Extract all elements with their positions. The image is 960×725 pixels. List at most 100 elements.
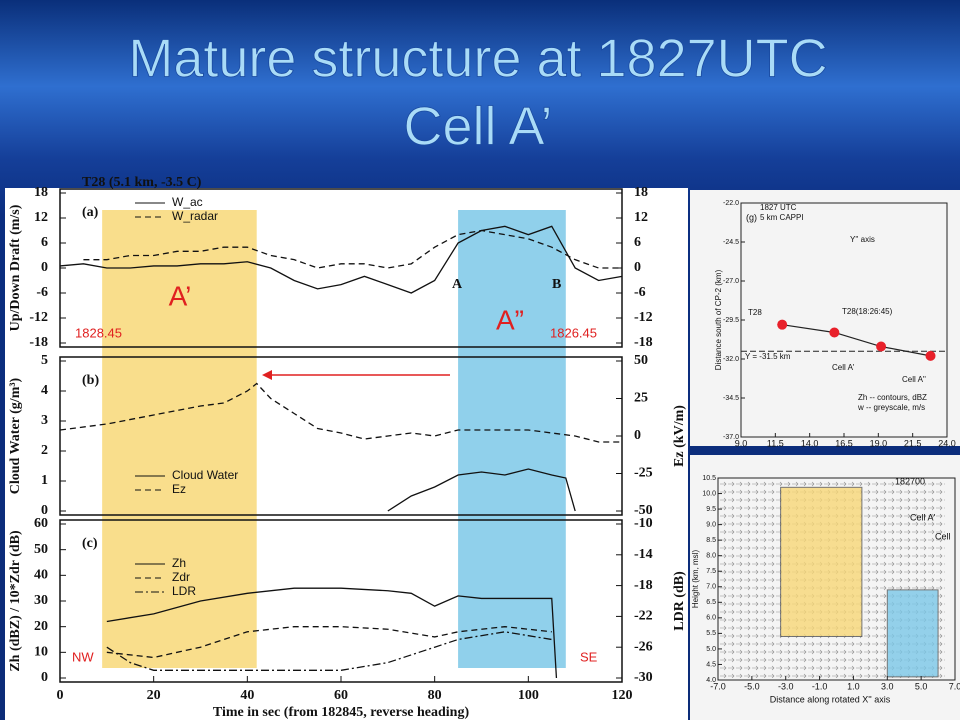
y2-tick-label: 6: [634, 235, 641, 250]
panel-label: (a): [82, 205, 99, 220]
region-highlight: [780, 486, 863, 637]
highlight-label: A’: [169, 280, 192, 311]
x-tick-label: 21.5: [904, 438, 922, 448]
y-tick-label: -32.0: [723, 356, 739, 363]
y-tick-label: 4.0: [706, 677, 716, 684]
x-tick-label: -1.0: [812, 681, 828, 691]
region-highlight: [886, 589, 939, 678]
legend-label: W_radar: [172, 209, 218, 223]
figure-frame: [717, 477, 956, 681]
legend-label: Ez: [172, 482, 186, 496]
y-tick-label: 20: [34, 619, 48, 634]
figure-text: Zh -- contours, dBZ: [858, 393, 927, 402]
figure-text: Cell A': [910, 512, 936, 522]
figure-text: T28(18:26:45): [842, 307, 893, 316]
y-axis-label: Zh (dBZ) / 10*Zdr (dB): [8, 530, 23, 672]
y-tick-label: 9.0: [706, 521, 716, 528]
panel-label: (g): [746, 212, 757, 222]
x-tick-label: -3.0: [778, 681, 794, 691]
figure-text: Y'' axis: [850, 235, 875, 244]
y-tick-label: -29.5: [723, 317, 739, 324]
y-tick-label: 0: [41, 503, 48, 518]
y2-tick-label: -22: [634, 609, 653, 624]
y2-tick-label: 12: [634, 210, 648, 225]
x-tick-label: 16.5: [835, 438, 853, 448]
y-tick-label: 18: [34, 185, 48, 200]
figure-text: 182700: [895, 476, 925, 486]
y-tick-label: 1: [41, 473, 48, 488]
x-tick-label: 100: [518, 688, 539, 703]
legend-label: Zh: [172, 556, 186, 570]
y-tick-label: 7.0: [706, 584, 716, 591]
annotation: B: [552, 277, 561, 292]
x-tick-label: 120: [612, 688, 633, 703]
legend-label: Cloud Water: [172, 468, 238, 482]
y-tick-label: 10.5: [702, 475, 716, 482]
y2-tick-label: 25: [634, 391, 648, 406]
y-tick-label: -24.5: [723, 239, 739, 246]
y-axis-label: Up/Down Draft (m/s): [8, 204, 23, 331]
y-tick-label: 0: [41, 260, 48, 275]
y-tick-label: 12: [34, 210, 48, 225]
y2-tick-label: 50: [634, 353, 648, 368]
y-tick-label: 4: [41, 383, 48, 398]
y-tick-label: -18: [29, 335, 48, 350]
y-tick-label: 8.5: [706, 537, 716, 544]
panel-label: (b): [82, 373, 99, 388]
y-tick-label: 10.0: [702, 490, 716, 497]
annotation: A: [452, 277, 463, 292]
y-tick-label: 2: [41, 443, 48, 458]
figure-text: 5 km CAPPI: [760, 213, 804, 222]
y-tick-label: 50: [34, 542, 48, 557]
y-tick-label: -27.0: [723, 278, 739, 285]
track-point: [876, 341, 887, 352]
legend-label: LDR: [172, 584, 196, 598]
x-tick-label: 0: [57, 688, 64, 703]
legend-label: W_ac: [172, 195, 203, 209]
highlight-band: [458, 210, 566, 668]
y-tick-label: 10: [34, 645, 48, 660]
y-tick-label: -22.0: [723, 200, 739, 207]
y2-tick-label: -50: [634, 503, 653, 518]
y-tick-label: -6: [36, 285, 48, 300]
y2-axis-label: LDR (dB): [672, 571, 687, 631]
series-line: [59, 382, 622, 443]
x-tick-label: 11.5: [767, 438, 784, 448]
y-axis-label: Cloud Water (g/m³): [8, 377, 23, 494]
series-line: [106, 626, 552, 659]
y2-axis-label: Ez (kV/m): [672, 405, 687, 467]
y-tick-label: 8.0: [706, 553, 716, 560]
figure-text: w -- greyscale, m/s: [857, 403, 925, 412]
figure-text: Cell: [935, 531, 951, 541]
map-figure-background: [690, 190, 960, 446]
x-tick-label: -5.0: [744, 681, 760, 691]
y-tick-label: -34.5: [723, 395, 739, 402]
y2-tick-label: -30: [634, 670, 653, 685]
y2-tick-label: -25: [634, 466, 653, 481]
x-tick-label: 80: [428, 688, 442, 703]
x-axis-label: Distance along rotated X'' axis: [770, 694, 891, 704]
x-tick-label: 60: [334, 688, 348, 703]
highlight-band: [102, 210, 257, 668]
x-tick-label: 3.0: [881, 681, 894, 691]
highlight-time: 1826.45: [550, 325, 597, 340]
figure-text: 1827 UTC: [760, 203, 797, 212]
y-tick-label: 5.5: [706, 630, 716, 637]
x-tick-label: 20: [147, 688, 161, 703]
highlight-time: 1828.45: [75, 325, 122, 340]
y-tick-label: 6: [41, 235, 48, 250]
x-tick-label: 5.0: [915, 681, 928, 691]
y-tick-label: 7.5: [706, 568, 716, 575]
y-tick-label: 9.5: [706, 506, 716, 513]
y2-tick-label: -12: [634, 310, 653, 325]
slide-subtitle: Cell A’: [403, 96, 552, 156]
y-tick-label: 6.5: [706, 599, 716, 606]
series-line: [59, 225, 623, 294]
x-tick-label: 14.0: [801, 438, 819, 448]
y2-tick-label: -6: [634, 285, 646, 300]
y-tick-label: 4.5: [706, 661, 716, 668]
y-axis-label: Height (km, msl): [691, 550, 700, 609]
y2-tick-label: -14: [634, 547, 653, 562]
